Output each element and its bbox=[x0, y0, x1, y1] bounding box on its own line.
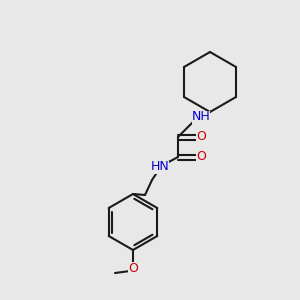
Text: O: O bbox=[196, 130, 206, 143]
Text: HN: HN bbox=[151, 160, 169, 173]
Text: NH: NH bbox=[192, 110, 210, 124]
Text: O: O bbox=[196, 151, 206, 164]
Text: O: O bbox=[128, 262, 138, 275]
